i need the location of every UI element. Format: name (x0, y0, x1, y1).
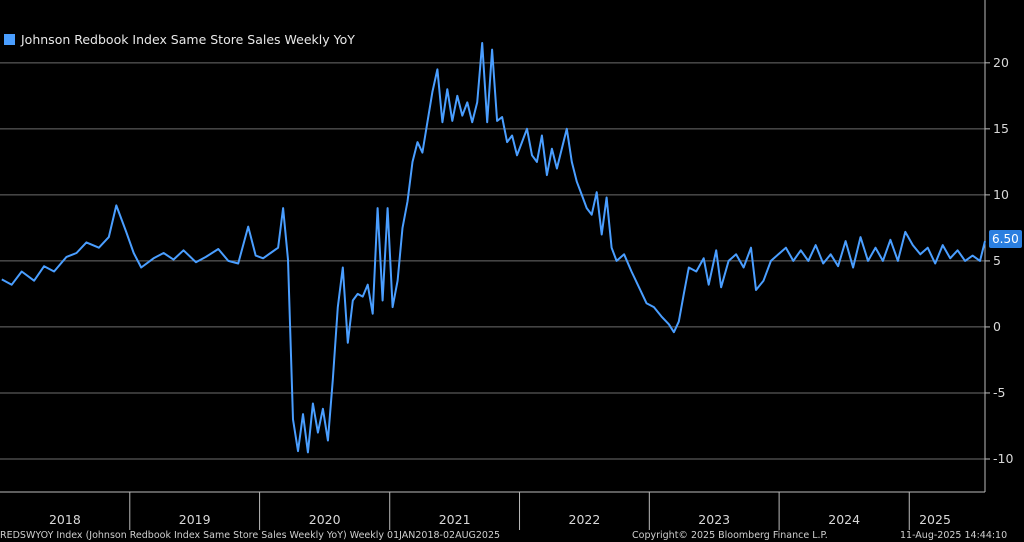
y-tick-label: 0 (993, 319, 1001, 334)
gridlines (0, 62, 985, 460)
x-tick-label: 2018 (49, 512, 81, 527)
x-tick-label: 2025 (919, 512, 951, 527)
y-tick-label: -10 (993, 451, 1013, 466)
footer-copyright: Copyright© 2025 Bloomberg Finance L.P. (632, 530, 828, 541)
footer-timestamp: 11-Aug-2025 14:44:10 (900, 530, 1008, 541)
x-tick-label: 2023 (698, 512, 730, 527)
legend-swatch (4, 33, 15, 45)
y-tick-label: -5 (993, 385, 1005, 400)
legend: Johnson Redbook Index Same Store Sales W… (4, 30, 359, 48)
y-tick-label: 5 (993, 253, 1001, 268)
last-value-badge: 6.50 (989, 230, 1022, 248)
series-line (1, 42, 986, 454)
y-tick-label: 10 (993, 187, 1009, 202)
y-tick-label: 20 (993, 55, 1009, 70)
y-tick-labels: -10 -5 0 5 10 15 20 (993, 55, 1013, 466)
x-tick-label: 2024 (828, 512, 860, 527)
x-tick-label: 2022 (569, 512, 601, 527)
footer-source: REDSWYOY Index (Johnson Redbook Index Sa… (0, 530, 501, 541)
x-tick-labels: 2018 2019 2020 2021 2022 2023 2024 2025 (49, 512, 951, 527)
legend-label: Johnson Redbook Index Same Store Sales W… (21, 31, 355, 47)
x-tick-label: 2021 (439, 512, 471, 527)
y-tick-label: 15 (993, 121, 1009, 136)
axes (0, 0, 990, 530)
x-tick-label: 2020 (309, 512, 341, 527)
x-tick-label: 2019 (179, 512, 211, 527)
series-layer (1, 42, 986, 454)
